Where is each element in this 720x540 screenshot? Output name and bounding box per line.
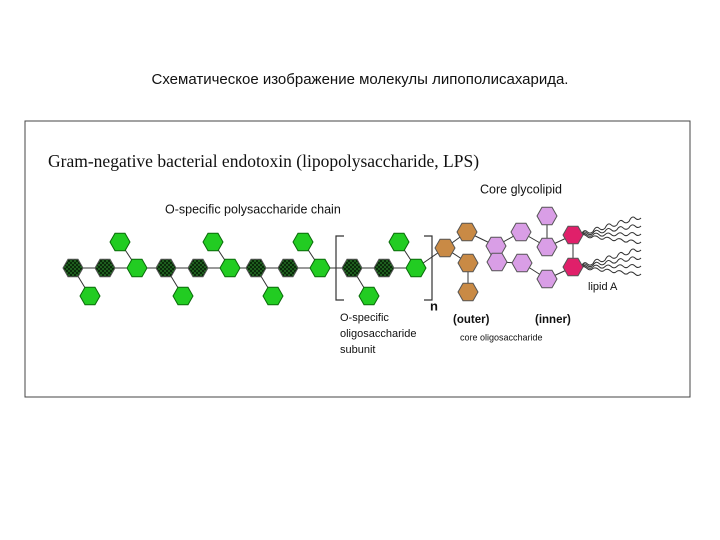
sugar-residue: [457, 282, 479, 302]
sugar-residue: [202, 232, 224, 252]
sugar-residue: [126, 258, 148, 278]
fatty-acid: [580, 256, 642, 268]
sugar-residue: [486, 252, 508, 272]
sugar-residue: [155, 258, 177, 278]
sugar-residue: [536, 206, 558, 226]
sugar-residue: [109, 232, 131, 252]
sugar-residue: [536, 237, 558, 257]
sugar-residue: [373, 258, 395, 278]
fatty-acid: [580, 264, 642, 269]
sugar-residue: [358, 286, 380, 306]
sugar-residue: [405, 258, 427, 278]
fatty-acid: [580, 233, 642, 244]
label: core oligosaccharide: [460, 332, 543, 342]
sugar-residue: [536, 269, 558, 289]
label: O-specific polysaccharide chain: [165, 202, 341, 216]
sugar-residue: [457, 253, 479, 273]
molecule: [62, 206, 642, 306]
fatty-acid: [580, 232, 642, 237]
label: n: [430, 298, 438, 313]
fatty-acid: [580, 224, 642, 236]
fatty-acid: [580, 216, 642, 236]
sugar-residue: [187, 258, 209, 278]
sugar-residue: [94, 258, 116, 278]
label: O-specific: [340, 312, 389, 324]
slide-title: Схематическое изображение молекулы липоп…: [152, 71, 569, 88]
sugar-residue: [562, 225, 584, 245]
sugar-residue: [219, 258, 241, 278]
sugar-residue: [309, 258, 331, 278]
sugar-residue: [456, 222, 478, 242]
fatty-acid: [580, 248, 642, 268]
sugar-residue: [511, 253, 533, 273]
label: Core glycolipid: [480, 182, 562, 196]
label: (outer): [453, 314, 490, 326]
sugar-residue: [245, 258, 267, 278]
sugar-residue: [341, 258, 363, 278]
fatty-acid: [580, 265, 642, 276]
sugar-residue: [292, 232, 314, 252]
label: lipid A: [588, 281, 618, 293]
label: oligosaccharide: [340, 328, 416, 340]
sugar-residue: [388, 232, 410, 252]
sugar-residue: [277, 258, 299, 278]
label: (inner): [535, 314, 571, 326]
sugar-residue: [79, 286, 101, 306]
sugar-residue: [485, 236, 507, 256]
sugar-residue: [62, 258, 84, 278]
sugar-residue: [262, 286, 284, 306]
sugar-residue: [172, 286, 194, 306]
sugar-residue: [510, 222, 532, 242]
label: subunit: [340, 344, 375, 356]
sugar-residue: [434, 238, 456, 258]
sugar-residue: [562, 257, 584, 277]
figure-title: Gram-negative bacterial endotoxin (lipop…: [48, 151, 479, 171]
